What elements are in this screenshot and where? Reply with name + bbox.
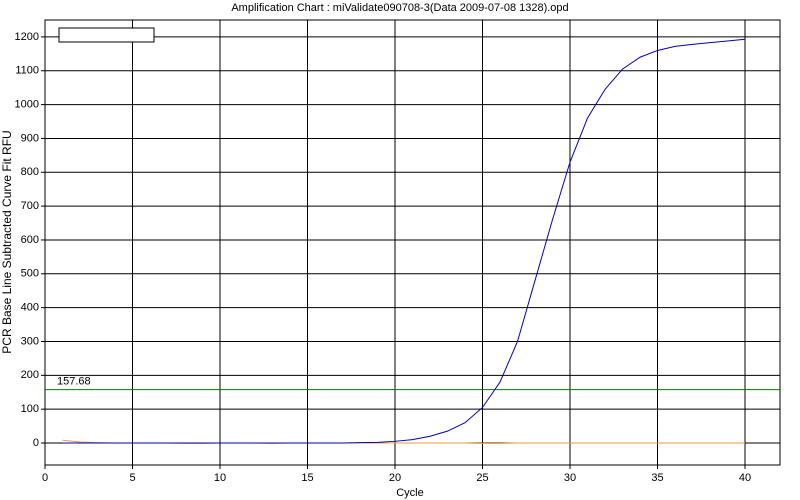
y-tick-label: 500 <box>21 268 39 280</box>
y-tick-label: 900 <box>21 132 39 144</box>
threshold-label: 157.68 <box>57 376 91 388</box>
y-tick-label: 200 <box>21 369 39 381</box>
y-tick-label: 700 <box>21 200 39 212</box>
x-tick-label: 0 <box>42 472 48 484</box>
x-tick-label: 10 <box>214 472 226 484</box>
x-tick-label: 5 <box>129 472 135 484</box>
x-tick-label: 25 <box>476 472 488 484</box>
y-tick-label: 400 <box>21 302 39 314</box>
y-tick-label: 1000 <box>15 99 39 111</box>
y-tick-label: 1200 <box>15 31 39 43</box>
y-axis-label: PCR Base Line Subtracted Curve Fit RFU <box>0 130 14 353</box>
x-tick-label: 30 <box>564 472 576 484</box>
data-line <box>62 38 746 444</box>
y-tick-label: 300 <box>21 335 39 347</box>
x-tick-label: 35 <box>651 472 663 484</box>
x-tick-label: 20 <box>389 472 401 484</box>
y-tick-label: 100 <box>21 403 39 415</box>
y-tick-label: 600 <box>21 234 39 246</box>
x-tick-label: 15 <box>301 472 313 484</box>
x-axis-label: Cycle <box>396 487 424 499</box>
y-tick-label: 0 <box>33 437 39 449</box>
plot-area <box>44 19 781 466</box>
y-tick-label: 1100 <box>15 65 39 77</box>
x-tick-label: 40 <box>739 472 751 484</box>
legend-box <box>58 27 155 43</box>
chart-title: Amplification Chart : miValidate090708-3… <box>231 2 568 14</box>
y-tick-label: 800 <box>21 166 39 178</box>
